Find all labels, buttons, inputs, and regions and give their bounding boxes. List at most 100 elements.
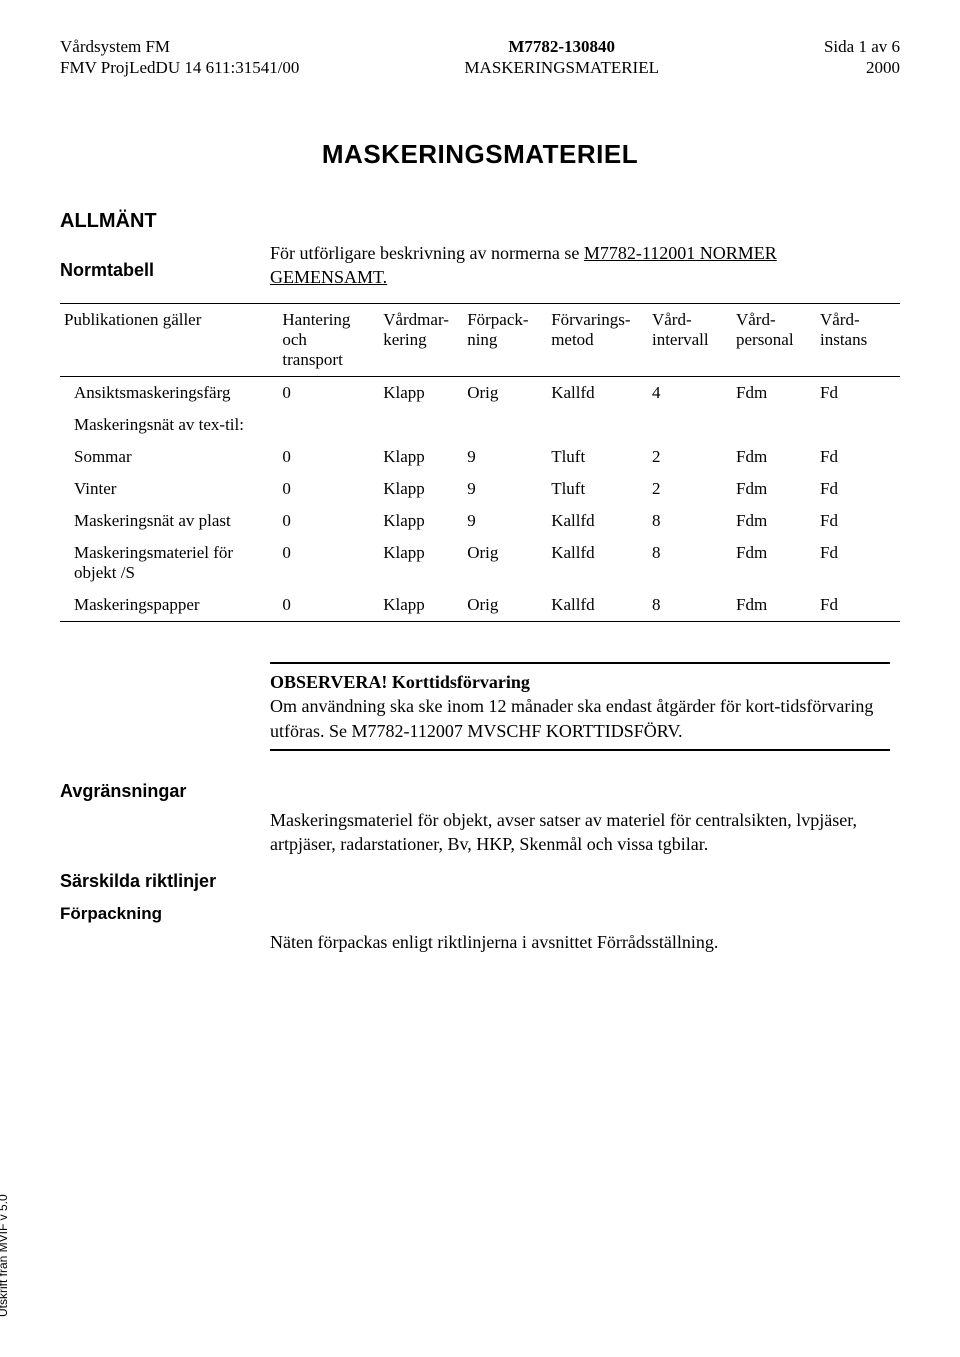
notice-body: Om användning ska ske inom 12 månader sk… <box>270 696 873 740</box>
cell: Fd <box>816 441 900 473</box>
cell: Kallfd <box>547 505 648 537</box>
table-body: Ansiktsmaskeringsfärg 0 Klapp Orig Kallf… <box>60 377 900 622</box>
cell <box>732 409 816 441</box>
cell: Tluft <box>547 441 648 473</box>
cell: 0 <box>278 473 379 505</box>
cell: Fd <box>816 537 900 589</box>
cell: Fd <box>816 377 900 410</box>
cell: 2 <box>648 441 732 473</box>
notice-title: OBSERVERA! Korttidsförvaring <box>270 672 530 692</box>
header-left: Vårdsystem FM FMV ProjLedDU 14 611:31541… <box>60 36 299 79</box>
th-1: Hantering och transport <box>278 304 379 377</box>
cell: 9 <box>463 505 547 537</box>
table-header-row: Publikationen gäller Hantering och trans… <box>60 304 900 377</box>
cell: 9 <box>463 441 547 473</box>
section-sarskilda: Särskilda riktlinjer <box>60 871 900 892</box>
cell: 0 <box>278 537 379 589</box>
cell: 8 <box>648 589 732 622</box>
header-right-line1: Sida 1 av 6 <box>824 36 900 57</box>
cell-name: Maskeringsnät av tex-til: <box>60 409 278 441</box>
cell: Klapp <box>379 589 463 622</box>
cell: Orig <box>463 589 547 622</box>
th-0: Publikationen gäller <box>60 304 278 377</box>
cell-name: Sommar <box>60 441 278 473</box>
cell: Fd <box>816 473 900 505</box>
cell: Fdm <box>732 537 816 589</box>
cell-name: Ansiktsmaskeringsfärg <box>60 377 278 410</box>
cell: Fd <box>816 505 900 537</box>
header-right: Sida 1 av 6 2000 <box>824 36 900 79</box>
vertical-note: Utskrift från MVIF v 5.0 <box>0 1194 10 1317</box>
cell: 8 <box>648 505 732 537</box>
avgransningar-text: Maskeringsmateriel för objekt, avser sat… <box>270 808 890 857</box>
cell <box>547 409 648 441</box>
cell: 2 <box>648 473 732 505</box>
intro-text: För utförligare beskrivning av normerna … <box>270 241 890 290</box>
header-right-line2: 2000 <box>824 57 900 78</box>
th-5: Vård-intervall <box>648 304 732 377</box>
cell: Orig <box>463 377 547 410</box>
intro-pre: För utförligare beskrivning av normerna … <box>270 243 584 263</box>
cell: Fdm <box>732 473 816 505</box>
cell: Klapp <box>379 537 463 589</box>
cell: 9 <box>463 473 547 505</box>
header-center-line2: MASKERINGSMATERIEL <box>464 57 659 78</box>
notice-block: OBSERVERA! Korttidsförvaring Om användni… <box>270 662 890 751</box>
cell: 0 <box>278 589 379 622</box>
section-forpackning: Förpackning <box>60 904 900 924</box>
cell: Fdm <box>732 377 816 410</box>
cell: 0 <box>278 505 379 537</box>
cell: 4 <box>648 377 732 410</box>
page: Vårdsystem FM FMV ProjLedDU 14 611:31541… <box>0 0 960 1357</box>
section-allmant: ALLMÄNT <box>60 210 900 233</box>
forpackning-text: Näten förpackas enligt riktlinjerna i av… <box>270 930 890 954</box>
cell-name: Maskeringsmateriel för objekt /S <box>60 537 278 589</box>
header-left-line2: FMV ProjLedDU 14 611:31541/00 <box>60 57 299 78</box>
th-7: Vård-instans <box>816 304 900 377</box>
main-title: MASKERINGSMATERIEL <box>60 139 900 170</box>
cell: Tluft <box>547 473 648 505</box>
cell <box>278 409 379 441</box>
cell <box>379 409 463 441</box>
cell: Kallfd <box>547 589 648 622</box>
header-left-line1: Vårdsystem FM <box>60 36 299 57</box>
cell: Klapp <box>379 505 463 537</box>
header-center-line1: M7782-130840 <box>464 36 659 57</box>
cell: Fdm <box>732 505 816 537</box>
section-normtabell: Normtabell <box>60 260 154 281</box>
cell: 8 <box>648 537 732 589</box>
cell: Fdm <box>732 441 816 473</box>
cell: Kallfd <box>547 537 648 589</box>
cell <box>816 409 900 441</box>
cell: 0 <box>278 441 379 473</box>
th-4: Förvarings-metod <box>547 304 648 377</box>
cell: Kallfd <box>547 377 648 410</box>
normtabell-wrap: För utförligare beskrivning av normerna … <box>60 241 900 290</box>
table-row: Maskeringspapper 0 Klapp Orig Kallfd 8 F… <box>60 589 900 622</box>
table-row: Sommar 0 Klapp 9 Tluft 2 Fdm Fd <box>60 441 900 473</box>
cell <box>463 409 547 441</box>
cell: Klapp <box>379 441 463 473</box>
page-header: Vårdsystem FM FMV ProjLedDU 14 611:31541… <box>60 36 900 79</box>
cell-name: Vinter <box>60 473 278 505</box>
table-row: Ansiktsmaskeringsfärg 0 Klapp Orig Kallf… <box>60 377 900 410</box>
table-row: Maskeringsnät av tex-til: <box>60 409 900 441</box>
cell: Klapp <box>379 377 463 410</box>
table-row: Maskeringsmateriel för objekt /S 0 Klapp… <box>60 537 900 589</box>
cell: Orig <box>463 537 547 589</box>
table-row: Vinter 0 Klapp 9 Tluft 2 Fdm Fd <box>60 473 900 505</box>
cell: Fdm <box>732 589 816 622</box>
cell: Klapp <box>379 473 463 505</box>
th-6: Vård-personal <box>732 304 816 377</box>
notice-inner: OBSERVERA! Korttidsförvaring Om användni… <box>270 664 890 749</box>
cell <box>648 409 732 441</box>
cell-name: Maskeringspapper <box>60 589 278 622</box>
section-avgransningar: Avgränsningar <box>60 781 900 802</box>
notice-rule-bottom <box>270 749 890 751</box>
cell: Fd <box>816 589 900 622</box>
table-row: Maskeringsnät av plast 0 Klapp 9 Kallfd … <box>60 505 900 537</box>
th-3: Förpack-ning <box>463 304 547 377</box>
cell-name: Maskeringsnät av plast <box>60 505 278 537</box>
th-2: Vårdmar-kering <box>379 304 463 377</box>
cell: 0 <box>278 377 379 410</box>
